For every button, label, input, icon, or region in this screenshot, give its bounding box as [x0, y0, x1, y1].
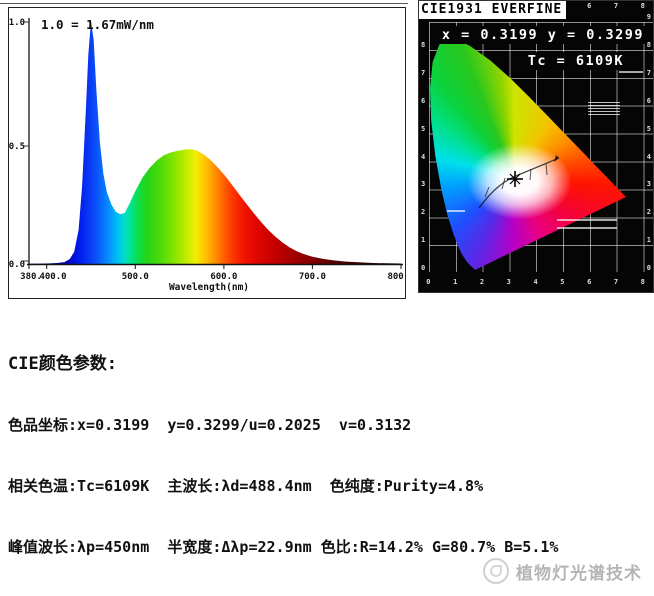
cie-title: CIE1931 EVERFINE	[419, 1, 567, 19]
iso-temp-line	[529, 168, 532, 181]
tick-label: 2	[479, 278, 485, 286]
x-tick-label: 800.0	[387, 272, 405, 282]
tick-label: 0	[426, 278, 431, 286]
watermark-text: 植物灯光谱技术	[516, 563, 642, 584]
tick-label: 2	[421, 208, 426, 217]
watermark-logo-icon	[483, 558, 509, 584]
y-tick-label: 0.0	[9, 260, 25, 270]
x-tick-label: 600.0	[210, 272, 237, 282]
peak-halfwidth-ratio-line: 峰值波长:λp=450nm 半宽度:Δλp=22.9nm 色比:R=14.2% …	[8, 538, 559, 556]
x-tick-label: 500.0	[122, 272, 149, 282]
cie-color-heading: CIE颜色参数:	[8, 354, 117, 374]
y-tick-label: 0.5	[9, 142, 25, 152]
tick-label: 3	[421, 180, 426, 189]
tick-label: 8	[640, 2, 645, 10]
tick-label: 8	[421, 40, 426, 49]
tick-label: 6	[421, 96, 426, 105]
cie-x-ticks-bottom: 0 1 2 3 4 5 6 7 8	[419, 278, 653, 286]
spectrum-chart-panel: 1.0 0.5 0.0 380. 400.0 500.0 600.0 700.0…	[8, 7, 406, 299]
watermark: 植物灯光谱技术	[483, 558, 642, 584]
cie-note	[557, 219, 617, 221]
tick-label: 7	[613, 2, 619, 10]
iso-temp-line	[545, 163, 548, 176]
tick-label: 3	[506, 278, 511, 286]
chromaticity-point-marker	[506, 170, 523, 187]
tick-label: 0	[646, 264, 651, 273]
tick-label: 7	[421, 68, 426, 77]
tick-label: 4	[533, 278, 538, 286]
x-axis-title: Wavelength(nm)	[169, 282, 249, 293]
locus-arrowhead	[554, 155, 559, 162]
cie-note	[619, 71, 643, 73]
tick-label: 7	[646, 68, 651, 77]
tick-label: 5	[560, 278, 565, 286]
tick-label: 5	[646, 124, 651, 133]
tick-label: 5	[421, 124, 426, 133]
x-tick-label: 700.0	[299, 272, 326, 282]
tick-label: 7	[613, 278, 619, 286]
iso-temp-line	[484, 186, 490, 198]
tick-label: 1	[421, 236, 426, 245]
y-tick-label: 1.0	[9, 18, 25, 28]
cie-legend-box	[588, 100, 620, 117]
tick-label: 4	[646, 152, 651, 161]
spectrum-curve	[29, 21, 401, 264]
cie-y-ticks-right: 0 1 2 3 4 5 6 7 8 9	[647, 4, 651, 283]
tick-label: 1	[646, 236, 651, 245]
x-tick-label: 400.0	[39, 272, 66, 282]
iso-temp-line	[501, 177, 506, 190]
cie-tc-readout: Tc = 6109K	[524, 52, 627, 70]
spectrum-chart: 1.0 0.5 0.0 380. 400.0 500.0 600.0 700.0…	[9, 17, 405, 293]
tick-label: 2	[646, 208, 651, 217]
cie-note	[557, 227, 617, 229]
tick-label: 6	[587, 2, 592, 10]
tick-label: 8	[640, 278, 645, 286]
cie-xy-readout: x = 0.3199 y = 0.3299	[438, 26, 647, 44]
parameters-block: CIE颜色参数: 色品坐标:x=0.3199 y=0.3299/u=0.2025…	[8, 314, 654, 596]
cie-note	[447, 210, 465, 212]
cie-annotations	[478, 155, 560, 209]
tick-label: 1	[453, 278, 458, 286]
tick-label: 8	[646, 40, 651, 49]
tick-label: 6	[646, 96, 651, 105]
tick-label: 3	[646, 180, 651, 189]
tick-label: 6	[587, 278, 592, 286]
scale-note: 1.0 = 1.67mW/nm	[41, 17, 154, 32]
chromaticity-coordinates-line: 色品坐标:x=0.3199 y=0.3299/u=0.2025 v=0.3132	[8, 416, 412, 434]
top-divider	[0, 3, 408, 4]
tick-label: 9	[646, 13, 651, 22]
cct-dominant-purity-line: 相关色温:Tc=6109K 主波长:λd=488.4nm 色纯度:Purity=…	[8, 477, 484, 495]
x-tick-label: 380.	[20, 272, 42, 282]
tick-label: 4	[421, 152, 426, 161]
tick-label: 0	[421, 264, 426, 273]
